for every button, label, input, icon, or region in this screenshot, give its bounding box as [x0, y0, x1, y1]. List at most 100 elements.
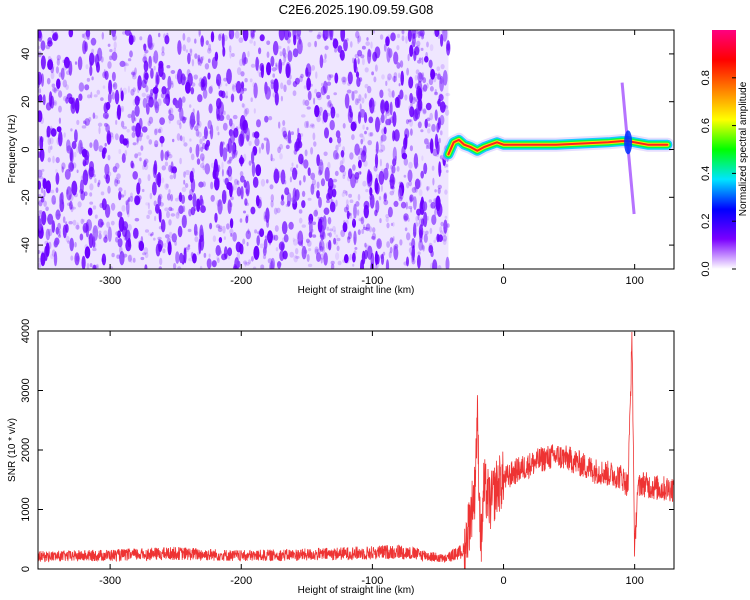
noise-speckle — [293, 238, 298, 246]
noise-speckle — [86, 262, 90, 269]
noise-speckle — [197, 131, 202, 138]
noise-speckle — [334, 241, 338, 246]
noise-speckle — [206, 258, 212, 269]
noise-speckle — [380, 253, 385, 265]
noise-speckle — [357, 35, 362, 43]
noise-speckle — [197, 58, 201, 66]
noise-speckle — [259, 228, 265, 238]
noise-speckle — [380, 113, 385, 124]
noise-speckle — [286, 192, 292, 206]
noise-speckle — [151, 231, 154, 236]
noise-speckle — [196, 110, 200, 126]
noise-speckle — [229, 156, 233, 161]
noise-speckle — [339, 52, 342, 58]
noise-speckle — [392, 75, 398, 83]
noise-speckle — [428, 59, 433, 68]
noise-speckle — [404, 227, 408, 232]
noise-speckle — [352, 263, 355, 267]
noise-speckle — [324, 127, 329, 139]
noise-speckle — [55, 172, 60, 185]
noise-speckle — [253, 245, 260, 260]
noise-speckle — [359, 103, 362, 111]
noise-speckle — [349, 111, 353, 118]
noise-speckle — [117, 230, 121, 238]
noise-speckle — [319, 111, 324, 116]
noise-speckle — [392, 111, 397, 127]
noise-speckle — [155, 71, 159, 88]
noise-speckle — [433, 72, 438, 76]
noise-speckle — [190, 153, 195, 161]
noise-speckle — [438, 161, 442, 178]
noise-speckle — [175, 251, 180, 264]
noise-speckle — [342, 123, 346, 129]
noise-speckle — [244, 198, 248, 206]
noise-speckle — [171, 82, 174, 89]
noise-speckle — [123, 189, 127, 197]
noise-speckle — [192, 193, 197, 208]
noise-speckle — [212, 235, 217, 242]
noise-speckle — [365, 41, 371, 46]
noise-speckle — [107, 43, 111, 47]
noise-speckle — [260, 264, 265, 269]
noise-speckle — [342, 146, 346, 152]
noise-speckle — [243, 260, 248, 265]
noise-speckle — [282, 47, 286, 57]
noise-speckle — [40, 55, 46, 70]
noise-speckle — [132, 171, 138, 180]
noise-speckle — [319, 241, 322, 249]
noise-speckle — [38, 95, 42, 101]
noise-speckle — [399, 239, 403, 246]
noise-speckle — [134, 67, 137, 76]
noise-speckle — [392, 146, 397, 163]
noise-speckle — [147, 209, 153, 215]
noise-speckle — [297, 127, 300, 134]
noise-speckle — [349, 199, 354, 203]
noise-speckle — [442, 235, 448, 242]
noise-speckle — [244, 107, 250, 115]
noise-speckle — [185, 49, 189, 53]
noise-speckle — [147, 202, 150, 210]
noise-speckle — [310, 183, 315, 195]
noise-speckle — [359, 171, 362, 175]
noise-speckle — [205, 139, 211, 147]
noise-speckle — [67, 240, 70, 244]
noise-speckle — [320, 257, 323, 264]
noise-speckle — [371, 109, 376, 113]
noise-speckle — [444, 109, 450, 116]
noise-speckle — [306, 120, 310, 129]
noise-speckle — [423, 162, 428, 175]
noise-speckle — [352, 217, 355, 225]
noise-speckle — [165, 95, 169, 99]
noise-speckle — [347, 71, 353, 85]
noise-speckle — [198, 31, 201, 37]
noise-speckle — [407, 217, 410, 222]
noise-speckle — [296, 30, 302, 37]
noise-speckle — [277, 261, 282, 269]
noise-speckle — [410, 207, 413, 213]
noise-speckle — [40, 40, 46, 51]
noise-speckle — [313, 97, 316, 105]
noise-speckle — [167, 241, 172, 256]
noise-speckle — [111, 252, 115, 258]
noise-speckle — [155, 203, 160, 214]
noise-speckle — [178, 192, 183, 203]
noise-speckle — [84, 244, 89, 250]
noise-speckle — [269, 184, 274, 190]
noise-speckle — [337, 45, 343, 53]
noise-speckle — [413, 196, 417, 211]
noise-speckle — [119, 134, 125, 145]
noise-speckle — [250, 206, 256, 215]
noise-speckle — [71, 206, 76, 210]
noise-speckle — [357, 36, 360, 45]
noise-speckle — [38, 180, 42, 190]
noise-speckle — [222, 46, 226, 57]
x-tick-label: 0 — [500, 575, 506, 587]
noise-speckle — [134, 153, 139, 159]
noise-speckle — [415, 69, 420, 75]
noise-speckle — [258, 47, 262, 55]
noise-speckle — [227, 174, 233, 182]
noise-speckle — [266, 235, 271, 241]
noise-speckle — [354, 172, 360, 180]
noise-speckle — [428, 78, 434, 86]
noise-speckle — [177, 225, 183, 238]
